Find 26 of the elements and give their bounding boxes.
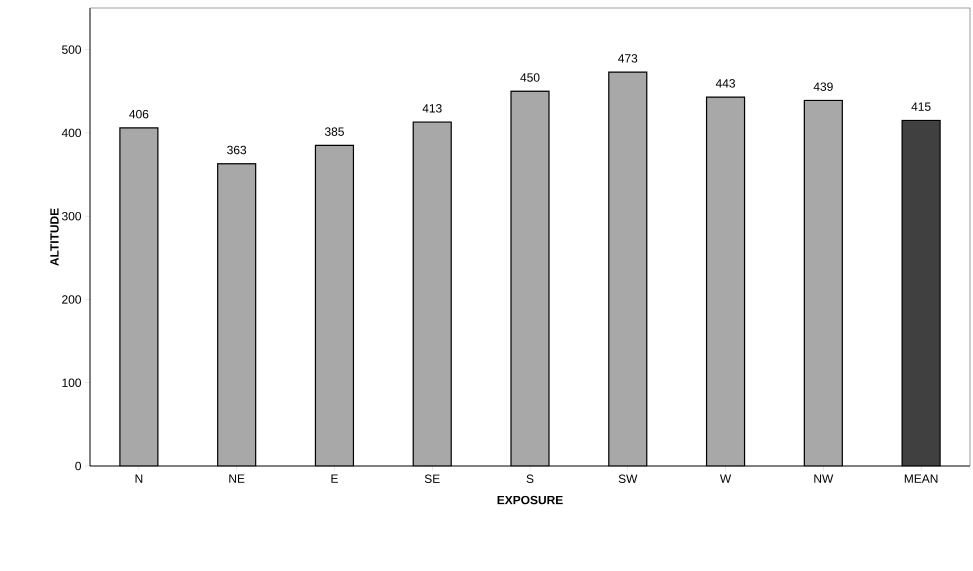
y-tick-label: 200	[62, 295, 82, 304]
data-label: 413	[422, 104, 442, 113]
data-label: 385	[324, 127, 344, 136]
x-tick-label: N	[136, 474, 142, 483]
data-label: 406	[129, 110, 148, 118]
x-tick-label: MEAN	[904, 474, 938, 483]
y-tick-label: 400	[62, 128, 82, 138]
data-label: 443	[716, 79, 735, 88]
y-tick-label: 300	[62, 212, 82, 220]
x-tick-label: SW	[618, 474, 638, 483]
x-tick-label: SE	[424, 474, 440, 483]
x-tick-label: NW	[814, 474, 834, 483]
x-tick-label: W	[720, 474, 732, 483]
data-label: 450	[520, 73, 540, 82]
data-label: 439	[814, 82, 833, 91]
data-label: 473	[618, 54, 638, 63]
y-axis-title: ALTITUDE	[50, 208, 59, 266]
y-tick-label: 100	[62, 378, 82, 387]
y-tick-label: 0	[75, 462, 82, 470]
y-tick-label: 500	[62, 45, 82, 54]
data-label: 363	[227, 146, 246, 154]
data-label: 415	[911, 102, 931, 111]
x-tick-label: E	[331, 474, 338, 483]
x-axis-title: EXPOSURE	[498, 496, 563, 504]
x-tick-label: NE	[229, 474, 244, 483]
x-tick-label: S	[526, 474, 534, 483]
